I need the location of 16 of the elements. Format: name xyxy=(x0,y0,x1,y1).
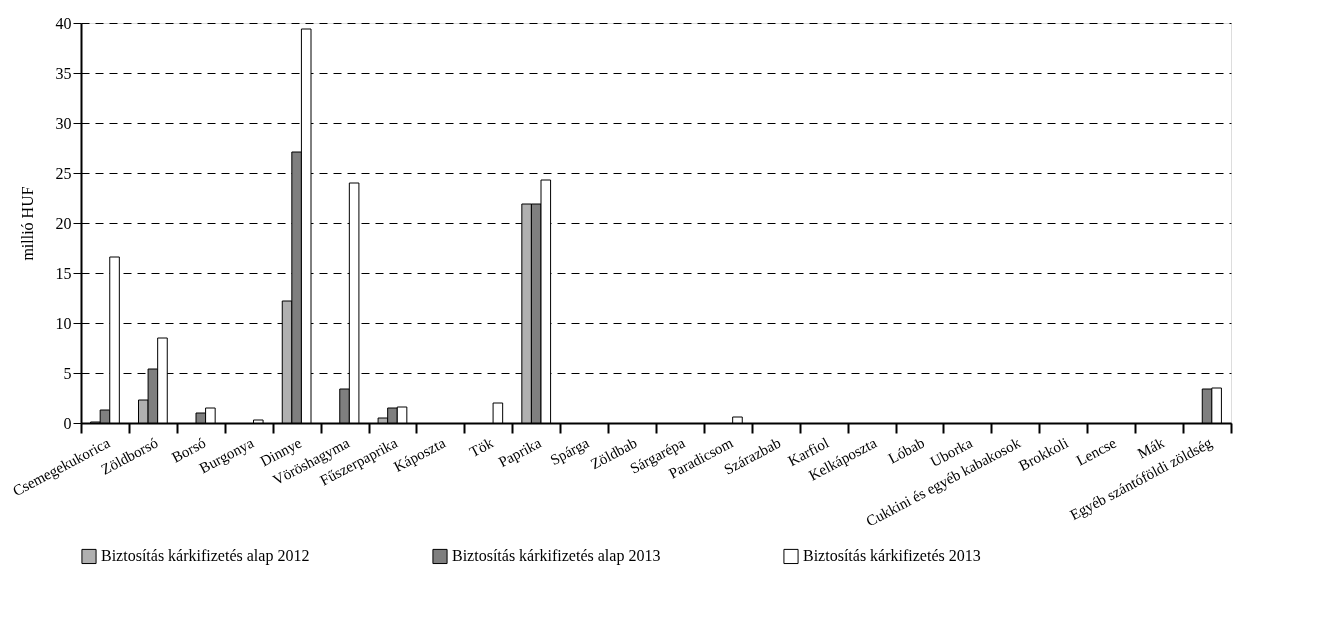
x-tick-label: Tök xyxy=(466,434,497,461)
x-tick-label: Mák xyxy=(1134,434,1168,462)
y-tick-label: 15 xyxy=(55,264,72,282)
y-tick-label: 35 xyxy=(55,64,72,82)
y-tick-label: 40 xyxy=(55,14,72,32)
legend-label: Biztosítás kárkifizetés alap 2012 xyxy=(101,547,310,566)
y-tick-label: 20 xyxy=(55,214,72,232)
x-tick-label: Lóbab xyxy=(885,434,928,467)
y-tick-label: 10 xyxy=(55,314,72,332)
y-tick-label: 30 xyxy=(55,114,72,132)
y-axis-title: millió HUF xyxy=(18,186,36,261)
y-tick-label: 0 xyxy=(63,414,72,432)
legend-label: Biztosítás kárkifizetés 2013 xyxy=(803,547,981,565)
y-tick-label: 5 xyxy=(63,364,72,382)
legend-label: Biztosítás kárkifizetés alap 2013 xyxy=(452,547,661,566)
y-tick-label: 25 xyxy=(55,164,72,182)
